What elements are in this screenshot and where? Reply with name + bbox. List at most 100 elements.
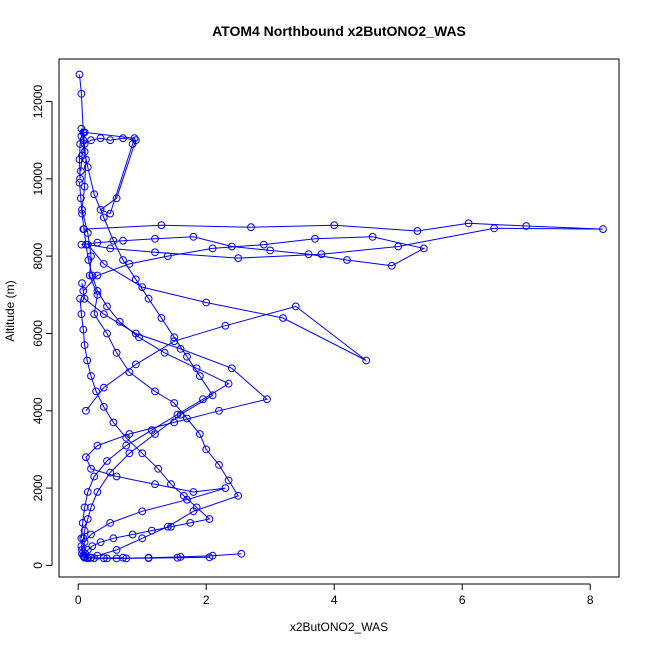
data-point [135,333,143,342]
series-2 [77,124,217,562]
data-point [92,387,100,396]
data-point [263,395,271,404]
data-point [413,227,422,235]
data-point [112,472,121,481]
data-point [112,348,121,357]
data-point [106,209,115,218]
data-point [138,449,147,458]
data-point [103,329,111,338]
data-point [183,352,191,361]
data-point [179,491,188,500]
series-line [78,131,137,215]
data-point [419,244,428,253]
y-tick-label: 2000 [31,474,45,501]
data-point [144,294,153,303]
data-point [151,234,159,243]
data-point [119,256,127,264]
data-point [93,441,102,450]
data-point [77,310,86,319]
data-point [80,140,89,148]
data-point [103,554,111,563]
data-point [106,468,115,477]
data-point [83,546,92,554]
data-point [78,209,86,218]
series-4 [78,279,271,563]
y-tick-label: 4000 [31,397,45,424]
data-point [234,491,243,500]
series-8 [77,232,428,295]
data-point [154,464,163,473]
data-point [119,134,127,143]
data-point [75,155,84,164]
data-point [106,519,115,527]
data-point [362,356,371,365]
data-point [80,225,88,234]
chart-title: ATOM4 Northbound x2ButONO2_WAS [212,23,466,39]
data-point [90,310,99,319]
series-7 [75,178,233,543]
data-point [224,476,233,485]
data-point [83,488,92,496]
data-point [131,360,140,369]
data-point [112,546,121,554]
data-point [75,178,84,187]
data-point [82,406,90,415]
data-point [85,271,94,280]
data-point [93,271,102,280]
data-point [189,232,198,241]
data-point [106,136,115,145]
series-line [79,298,211,559]
data-point [99,403,108,411]
data-point [227,242,236,251]
data-point [237,549,246,558]
x-tick-label: 6 [459,593,466,607]
data-point [79,287,88,295]
data-point [78,151,86,160]
data-point [247,223,255,232]
data-point [195,372,204,380]
data-point [163,252,172,261]
data-point [112,194,121,203]
data-point [88,271,97,280]
y-axis-label: Altitude (m) [3,280,17,341]
data-point [343,256,351,264]
data-point [176,345,185,353]
data-point [80,526,89,535]
data-point [109,534,118,543]
data-point [199,395,207,404]
series-line [79,182,230,539]
data-point [106,244,115,253]
data-point [76,167,85,176]
data-point [119,236,127,245]
data-point [202,445,211,454]
data-point [78,519,87,527]
data-point [78,279,86,288]
data-point [279,314,287,322]
data-point [167,522,175,531]
y-tick-label: 6000 [31,320,45,347]
data-point [227,364,236,373]
data-point [147,526,156,535]
series-layer [75,70,607,563]
data-point [138,534,147,543]
data-point [80,503,89,512]
data-point [259,240,268,249]
data-point [77,534,86,543]
y-axis: 0 2000 4000 6000 8000 10000 12000 [31,85,53,569]
data-point [173,553,182,562]
data-point [189,488,198,496]
data-point [80,553,88,561]
y-tick-label: 10000 [31,162,45,196]
data-point [144,554,153,562]
data-point [147,426,156,435]
data-point [93,287,102,295]
data-point [125,260,134,268]
plot-area-frame [58,58,620,578]
x-axis-label: x2ButONO2_WAS [290,620,388,634]
data-point [464,219,473,228]
data-point [99,310,108,319]
data-point [215,461,223,469]
data-point [224,379,233,388]
series-6 [76,294,214,563]
data-point [157,314,166,322]
